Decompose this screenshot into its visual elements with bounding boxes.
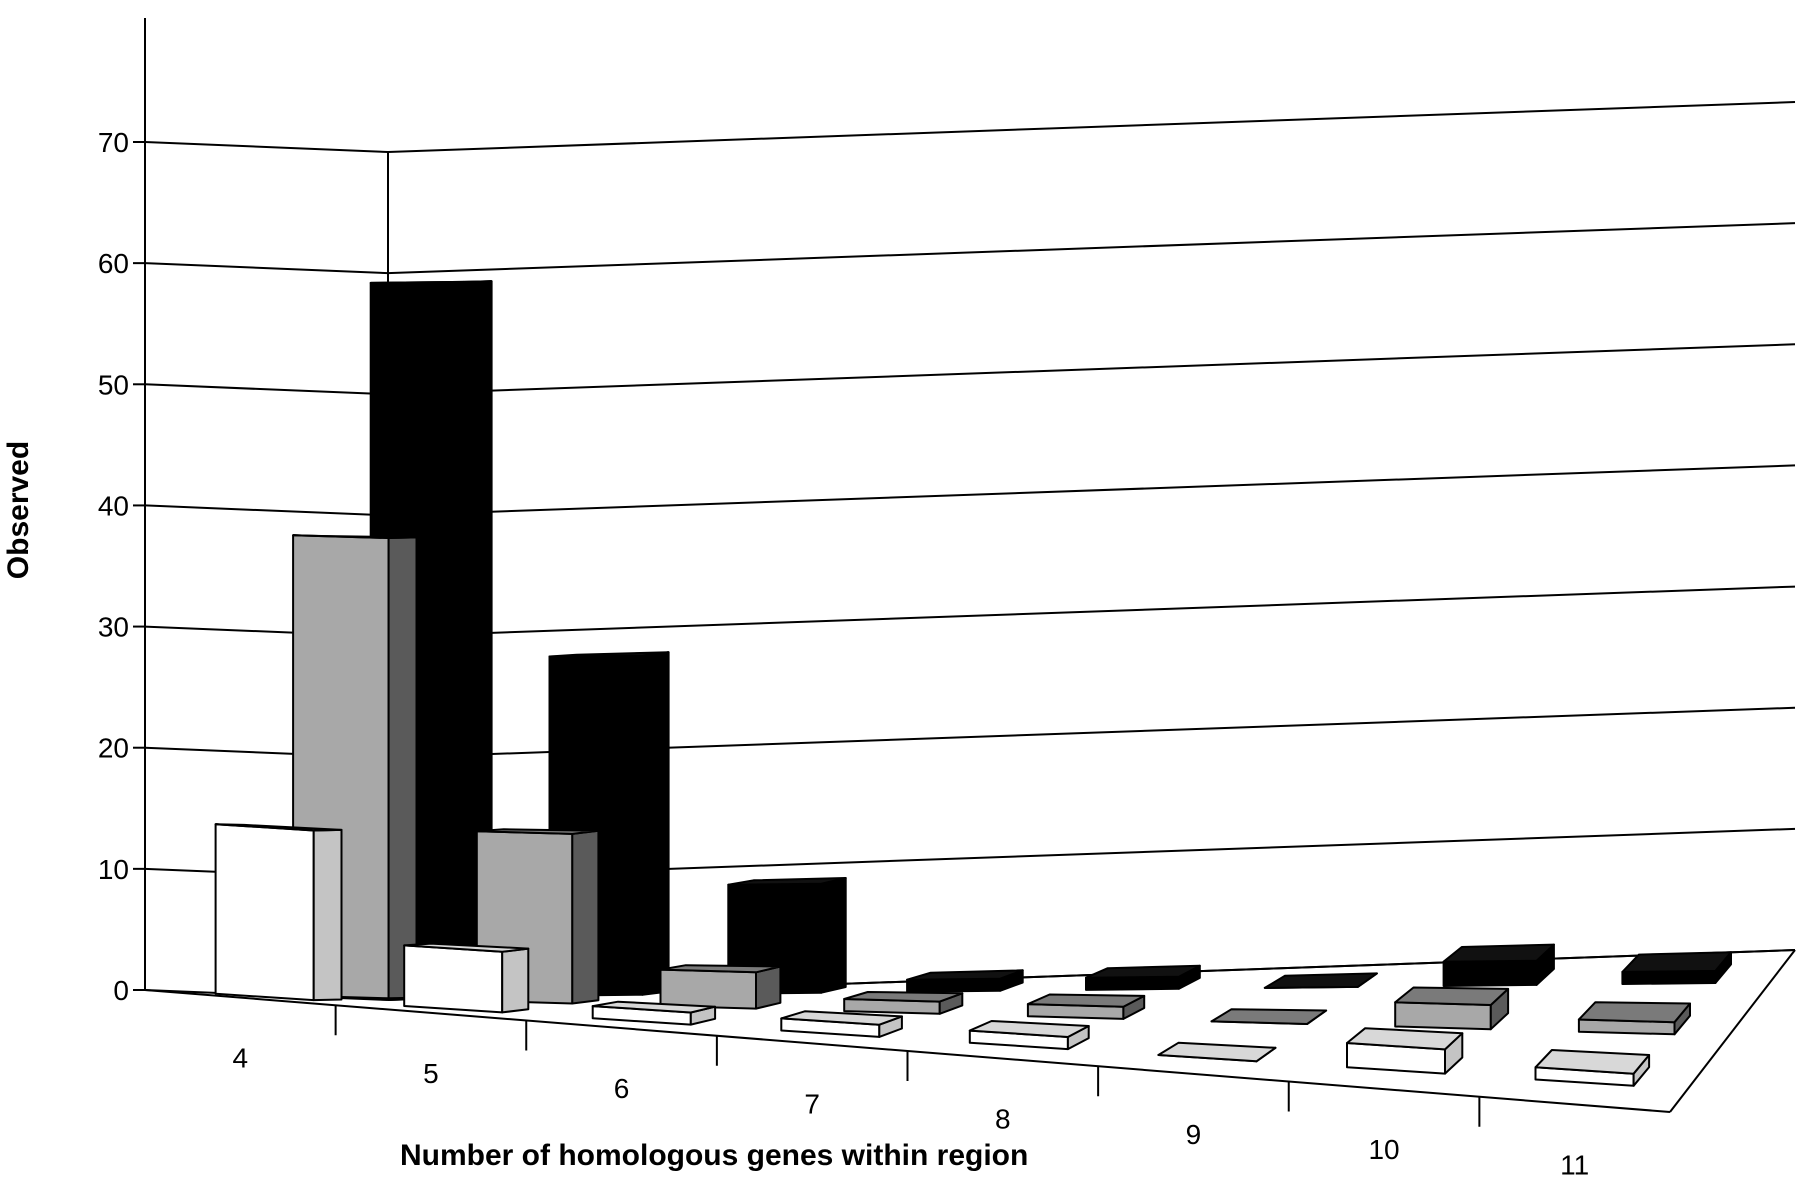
bar-9-series-1 <box>1157 1041 1277 1063</box>
bar-7-series-2 <box>843 991 964 1015</box>
bar-top-face <box>591 1000 717 1014</box>
x-tick-label: 4 <box>233 1043 249 1074</box>
bar-top-face <box>1210 1008 1328 1025</box>
side-gridline <box>144 383 389 396</box>
y-tick-label: 0 <box>113 975 129 1006</box>
bar-6-series-1 <box>591 1000 717 1026</box>
bar-top-face <box>403 942 530 953</box>
bar-top-face <box>906 969 1024 981</box>
bar-top-face <box>1621 951 1732 973</box>
x-tick-labels: 4 5 6 7 8 9 10 11 <box>233 1005 1589 1179</box>
bar-top-face <box>1442 943 1555 963</box>
bar-7-series-3 <box>906 969 1024 993</box>
floor-right-edge <box>1669 949 1796 1113</box>
bar-top-face <box>1085 964 1201 979</box>
bar-side-face <box>501 947 530 1014</box>
y-axis-title: Observed <box>2 441 35 579</box>
bar-top-face <box>968 1020 1090 1038</box>
bar-top-face <box>369 280 493 285</box>
bar-side-face <box>387 536 418 1000</box>
bar-top-face <box>659 964 782 974</box>
bar-8-series-2 <box>1026 993 1146 1020</box>
y-tick-label: 20 <box>98 733 129 764</box>
y-tick-labels: 0 10 20 30 40 50 60 70 <box>98 127 129 1006</box>
bar-top-face <box>214 823 343 832</box>
x-tick-label: 6 <box>614 1073 630 1104</box>
bar-10-series-2 <box>1394 986 1510 1031</box>
bar-top-face <box>1157 1041 1277 1063</box>
bar-top-face <box>1026 993 1146 1008</box>
x-tick-label: 8 <box>995 1104 1011 1135</box>
bar-side-face <box>755 965 782 1010</box>
bar-front-face <box>1394 1001 1492 1031</box>
side-gridline <box>144 262 389 275</box>
bar-8-series-1 <box>968 1020 1090 1051</box>
bar-front-face <box>659 968 757 1010</box>
y-tick-label: 30 <box>98 612 129 643</box>
bar-top-face <box>1577 1001 1691 1024</box>
bar-9-series-3 <box>1263 972 1378 989</box>
y-tick-label: 40 <box>98 490 129 521</box>
side-gridline <box>144 141 389 153</box>
back-gridline <box>387 343 1796 396</box>
bar-top-face <box>1394 986 1510 1006</box>
bars <box>214 280 1732 1087</box>
back-gridline <box>387 585 1796 638</box>
bar-10-series-3 <box>1442 943 1555 987</box>
bar-front-face <box>1442 959 1538 987</box>
y-tick-label: 50 <box>98 369 129 400</box>
bar-8-series-3 <box>1085 964 1201 991</box>
y-tick-label: 60 <box>98 248 129 279</box>
bar-side-face <box>312 828 343 1002</box>
bar-11-series-2 <box>1577 1001 1691 1036</box>
bar-top-face <box>1263 972 1378 989</box>
x-tick-label: 10 <box>1368 1134 1399 1165</box>
x-axis-title: Number of homologous genes within region <box>400 1139 1028 1172</box>
bar-side-face <box>641 651 670 996</box>
bar-top-face <box>548 651 670 658</box>
bar-front-face <box>1621 969 1717 985</box>
bar-top-face <box>1346 1027 1464 1051</box>
bar-top-face <box>843 991 964 1003</box>
bar-top-face <box>292 534 418 539</box>
bar-4-series-1 <box>214 823 343 1002</box>
bar-top-face <box>475 828 600 835</box>
gridlines <box>133 101 1796 1001</box>
back-gridline <box>387 464 1796 517</box>
bar-7-series-1 <box>780 1010 903 1038</box>
bar-top-face <box>1534 1049 1651 1075</box>
bar-side-face <box>820 877 847 994</box>
bar-6-series-2 <box>659 964 782 1010</box>
bar-11-series-3 <box>1621 951 1732 985</box>
side-gridline <box>144 504 389 517</box>
bar-front-face <box>403 944 504 1014</box>
bar-front-face <box>214 823 315 1002</box>
back-gridline <box>387 222 1796 275</box>
x-tick-label: 7 <box>804 1088 820 1119</box>
bar-9-series-2 <box>1210 1008 1328 1025</box>
x-tick-label: 9 <box>1186 1119 1202 1150</box>
bar-front-face <box>1085 975 1180 991</box>
y-tick-label: 70 <box>98 127 129 158</box>
bar-10-series-1 <box>1346 1027 1464 1075</box>
bar-5-series-1 <box>403 942 530 1014</box>
x-tick-label: 11 <box>1560 1149 1589 1179</box>
y-tick-label: 10 <box>98 854 129 885</box>
x-tick-label: 5 <box>423 1058 439 1089</box>
bar-side-face <box>571 829 600 1005</box>
bar-top-face <box>727 877 847 886</box>
back-gridline <box>387 101 1796 153</box>
bar-front-face <box>906 977 1002 993</box>
bar-11-series-1 <box>1534 1049 1651 1087</box>
bar-top-face <box>780 1010 903 1026</box>
